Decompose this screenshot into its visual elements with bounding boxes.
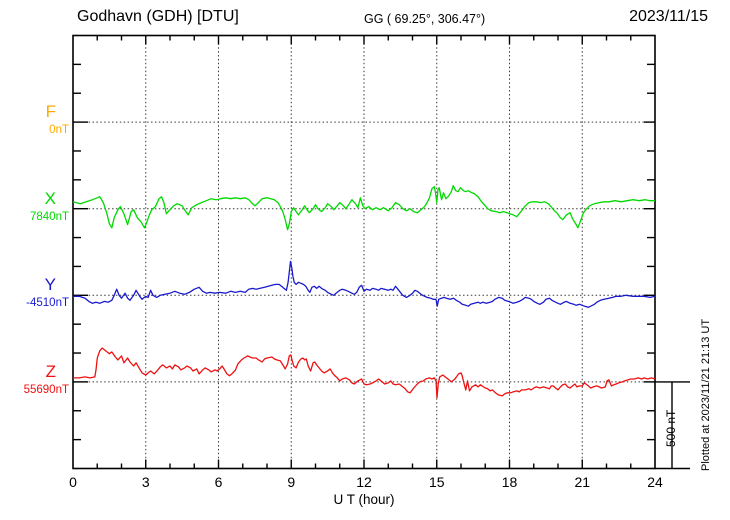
x-tick-label-6: 6 <box>214 474 223 490</box>
channel-baseline-value-F: 0nT <box>49 124 69 137</box>
x-tick-label-0: 0 <box>69 474 77 490</box>
channel-baseline-value-Z: 55690nT <box>23 383 69 396</box>
channel-label-Z: Z <box>45 361 56 381</box>
x-tick-label-15: 15 <box>428 474 445 490</box>
trace-Z <box>73 347 656 399</box>
x-tick-label-3: 3 <box>141 474 150 490</box>
x-tick-label-21: 21 <box>574 474 591 490</box>
channel-baseline-value-Y: -4510nT <box>26 297 69 310</box>
x-tick-label-9: 9 <box>287 474 296 490</box>
station-title: Godhavn (GDH) [DTU] <box>77 8 239 25</box>
x-axis-title: U T (hour) <box>333 492 395 507</box>
scale-bar-label: 500 nT <box>664 409 678 447</box>
channel-label-Y: Y <box>44 275 56 295</box>
channel-baseline-value-X: 7840nT <box>29 210 69 223</box>
x-tick-label-18: 18 <box>501 474 518 490</box>
x-tick-label-12: 12 <box>356 474 372 490</box>
geographic-coordinates: GG ( 69.25°, 306.47°) <box>364 12 486 26</box>
channel-label-X: X <box>44 188 56 208</box>
trace-X <box>72 185 655 231</box>
x-tick-label-24: 24 <box>647 474 663 490</box>
plot-date: 2023/11/15 <box>629 8 708 25</box>
channel-label-F: F <box>45 102 56 122</box>
trace-Y <box>73 260 656 308</box>
plotted-at-note: Plotted at 2023/11/21 21:13 UT <box>700 318 712 471</box>
